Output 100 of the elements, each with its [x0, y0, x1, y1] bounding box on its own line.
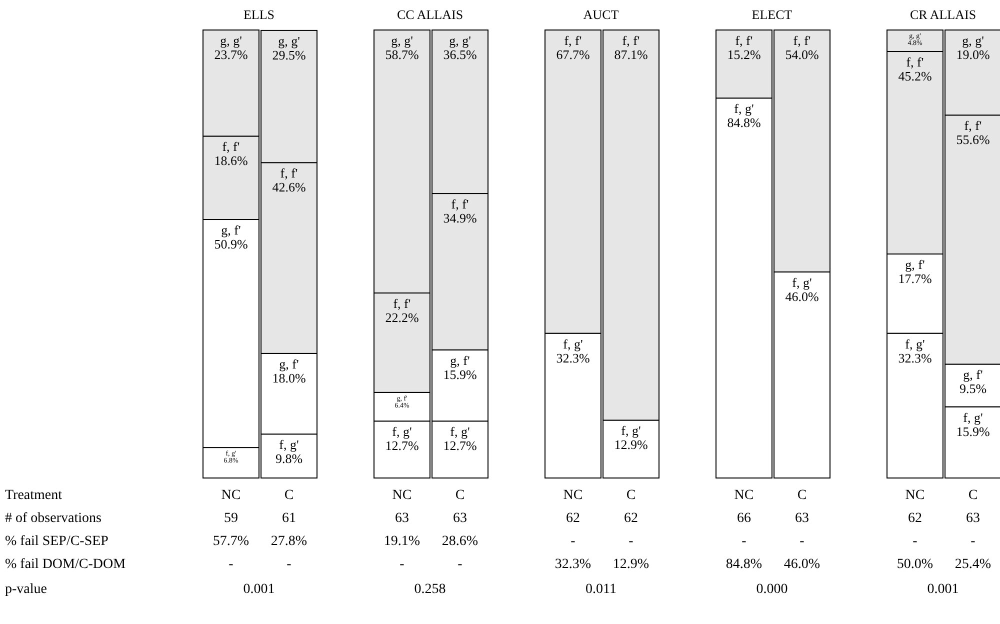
text: 19.1% — [384, 534, 420, 549]
text: f, f' — [451, 196, 469, 212]
text: 63 — [394, 511, 409, 526]
x-tick-label: C — [797, 488, 807, 503]
series-label: f, g' — [905, 336, 925, 352]
text: 28.6% — [442, 534, 478, 549]
text: 12.9% — [612, 557, 650, 572]
series-label: f, g' — [734, 101, 754, 116]
text: f, g' — [792, 274, 812, 290]
text: % fail SEP/C-SEP — [5, 534, 109, 549]
text: - — [400, 557, 405, 572]
data-label: 22.2% — [385, 310, 419, 325]
data-label: 50.9% — [214, 236, 248, 252]
text: - — [286, 557, 292, 572]
text: - — [970, 534, 976, 549]
chart-title: ELLS — [243, 7, 275, 22]
x-tick-label: C — [626, 488, 636, 503]
data-label: 58.7% — [385, 47, 419, 62]
text: f, f' — [622, 33, 640, 48]
text: 32.3% — [554, 557, 592, 572]
series-label: f, g' — [563, 336, 583, 352]
data-label: 84.8% — [727, 115, 761, 130]
text: - — [800, 534, 805, 549]
x-tick-label: NC — [392, 488, 412, 503]
data-label: 45.2% — [898, 68, 932, 84]
text: g, f' — [450, 352, 470, 368]
data-label: 67.7% — [556, 47, 590, 62]
text: % fail DOM/C-DOM — [5, 557, 126, 572]
text: - — [570, 534, 576, 549]
series-label: f, f' — [393, 296, 411, 311]
chart-title: ELECT — [752, 7, 792, 22]
text: 0.000 — [756, 582, 788, 597]
data-label: 54.0% — [785, 47, 819, 62]
text: 84.8% — [726, 557, 762, 572]
text: 63 — [966, 511, 980, 526]
chart-title: CR ALLAIS — [910, 7, 976, 22]
text: 62 — [624, 511, 638, 526]
text: 0.001 — [243, 582, 275, 597]
text: 50.0% — [896, 557, 934, 572]
text: 66 — [736, 511, 751, 526]
data-label: 36.5% — [443, 47, 477, 62]
text: 61 — [282, 511, 296, 526]
x-tick-label: C — [968, 488, 978, 503]
chart-title: AUCT — [583, 7, 619, 22]
chart-title: CC ALLAIS — [396, 7, 464, 22]
text: g, g' — [962, 33, 984, 48]
text: g, f' — [279, 356, 299, 372]
text: # of observations — [5, 511, 102, 526]
series-label: g, g' — [391, 33, 413, 48]
data-label: 18.6% — [214, 153, 248, 168]
data-label: 12.7% — [443, 438, 477, 454]
text: 0.258 — [414, 582, 446, 597]
data-label: 12.9% — [614, 437, 648, 452]
text: Treatment — [5, 488, 62, 503]
text: 63 — [453, 511, 468, 526]
text: f, g' — [621, 423, 641, 438]
series-label: g, f' — [905, 257, 925, 272]
data-label: 15.2% — [727, 47, 761, 62]
text: f, f' — [964, 118, 982, 134]
data-label: 18.0% — [272, 370, 306, 386]
data-label: 9.5% — [959, 381, 987, 396]
series-label: f, f' — [735, 33, 753, 48]
text: p-value — [5, 582, 47, 597]
series-label: f, f' — [222, 139, 240, 154]
data-label: 23.7% — [214, 47, 248, 62]
data-label: 12.7% — [385, 438, 419, 454]
text: - — [228, 557, 234, 572]
data-label: 19.0% — [956, 47, 990, 62]
text: g, g' — [449, 33, 471, 48]
text: g, g' — [278, 33, 300, 48]
text: 59 — [224, 511, 238, 526]
data-label: 46.0% — [785, 288, 819, 304]
series-label: f, f' — [906, 54, 924, 70]
text: 46.0% — [784, 557, 820, 572]
text: f, g' — [450, 424, 470, 440]
data-label: 17.7% — [898, 271, 932, 286]
series-label: g, f' — [221, 222, 241, 238]
text: f, f' — [280, 166, 298, 181]
text: 25.4% — [954, 557, 992, 572]
text: - — [742, 534, 747, 549]
data-label: 32.3% — [898, 350, 932, 366]
text: f, g' — [963, 410, 983, 425]
x-tick-label: NC — [905, 488, 925, 503]
text: 63 — [795, 511, 810, 526]
text: f, g' — [279, 437, 299, 452]
data-label: 34.9% — [443, 210, 477, 226]
data-label: 42.6% — [272, 180, 306, 195]
data-label: 15.9% — [956, 424, 990, 439]
text: g, f' — [963, 367, 983, 382]
text: 27.8% — [270, 534, 308, 549]
data-label: 32.3% — [556, 350, 590, 366]
text: 62 — [566, 511, 580, 526]
x-tick-label: NC — [563, 488, 583, 503]
x-tick-label: NC — [221, 488, 241, 503]
x-tick-label: C — [455, 488, 465, 503]
text: - — [628, 534, 634, 549]
data-label: 29.5% — [272, 47, 306, 62]
text: 57.7% — [212, 534, 250, 549]
data-label: 9.8% — [275, 451, 303, 466]
data-label: 87.1% — [614, 47, 648, 62]
